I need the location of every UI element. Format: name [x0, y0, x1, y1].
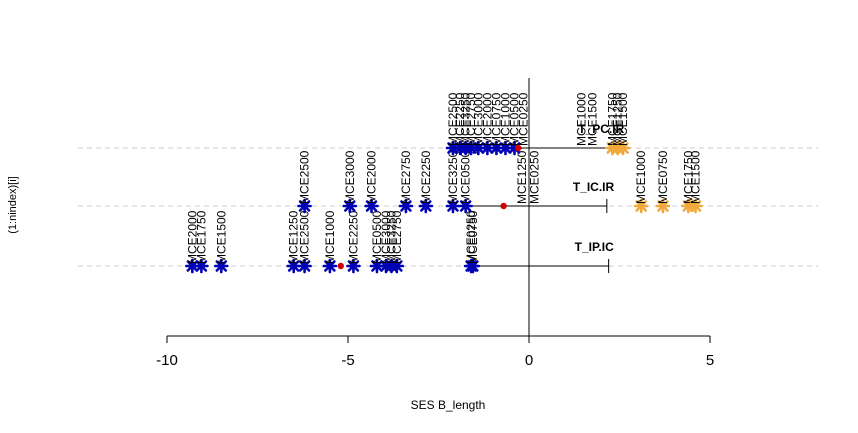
point-label: MCE1500 [214, 210, 228, 264]
point-label: MCE1250 [515, 150, 529, 204]
data-point [465, 258, 481, 274]
point-label: MCE2250 [346, 210, 360, 264]
data-point [489, 140, 504, 156]
series-T_PC.IR: T_PC.IR MCE2500MCE2250MCE3250MCE2750MCE30… [445, 92, 631, 156]
data-point [194, 258, 209, 274]
x-tick-label: -5 [341, 352, 354, 369]
data-point [185, 258, 200, 274]
point-label: MCE3000 [379, 210, 393, 264]
point-label: MCE1000 [634, 150, 648, 204]
point-label: MCE1750 [681, 150, 695, 204]
point-label: MCE0500 [459, 150, 473, 204]
data-point [364, 198, 379, 214]
series-name-label: T_IP.IC [575, 240, 614, 254]
point-label: MCE0750 [466, 210, 480, 264]
point-label: MCE2750 [390, 210, 404, 264]
data-point [458, 198, 473, 214]
data-point [342, 198, 358, 214]
point-label: MCE2500 [298, 150, 312, 204]
x-axis: -10 -5 0 5 [156, 335, 714, 369]
point-label: MCE2000 [185, 210, 199, 264]
mean-point [500, 202, 507, 210]
data-point [688, 198, 703, 214]
point-label: MCE2500 [298, 210, 312, 264]
y-axis-label: (1:nindex)[i] [7, 176, 19, 233]
data-point [398, 198, 414, 214]
data-point [615, 140, 631, 156]
x-tick-label: 5 [706, 352, 714, 369]
point-label: MCE0750 [489, 92, 503, 146]
point-label: MCE1000 [323, 210, 337, 264]
series-name-label: T_IC.IR [573, 180, 615, 194]
point-label: MCE1500 [585, 92, 599, 146]
point-label: MCE3000 [471, 92, 485, 146]
data-point [471, 140, 486, 156]
data-point [655, 198, 671, 214]
point-label: MCE0250 [527, 150, 541, 204]
data-point [346, 258, 361, 274]
data-point [507, 140, 522, 156]
point-label: MCE2250 [453, 92, 467, 146]
point-label: MCE1250 [611, 92, 625, 146]
data-point [297, 258, 312, 274]
point-label: MCE1750 [605, 92, 619, 146]
mean-point [337, 262, 344, 270]
point-label: MCE2500 [446, 92, 460, 146]
series-T_IC.IR: T_IC.IR MCE2500 MCE3000 MCE2000 MCE2750 MCE22… [297, 150, 703, 214]
x-axis-label: SES B_length [411, 398, 486, 412]
point-label: MCE3000 [343, 150, 357, 204]
point-label: MCE2250 [419, 150, 433, 204]
point-label: MCE1500 [689, 150, 703, 204]
point-label: MCE1000 [574, 92, 588, 146]
data-point [498, 140, 513, 156]
point-label: MCE3250 [459, 92, 473, 146]
data-point [297, 198, 312, 214]
point-label: MCE0750 [656, 150, 670, 204]
data-point [286, 258, 301, 274]
point-label: MCE3250 [446, 150, 460, 204]
point-label: MCE0500 [370, 210, 384, 264]
point-label: MCE1250 [287, 210, 301, 264]
x-tick-label: -10 [156, 352, 178, 369]
point-label: MCE2000 [365, 150, 379, 204]
data-point [322, 258, 338, 274]
point-label: MCE1750 [194, 210, 208, 264]
point-label: MCE0250 [517, 92, 531, 146]
point-label: MCE3250 [384, 210, 398, 264]
point-label: MCE2750 [399, 150, 413, 204]
series-name-label: T_PC.IR [578, 122, 624, 136]
mean-point [514, 144, 522, 152]
data-point [389, 258, 405, 274]
x-tick-label: 0 [525, 352, 533, 369]
point-label: MCE1500 [616, 92, 630, 146]
data-point [214, 258, 229, 274]
data-point [418, 198, 434, 214]
data-point [633, 198, 649, 214]
data-point [369, 258, 385, 274]
point-label: MCE2750 [464, 92, 478, 146]
data-point [445, 198, 461, 214]
point-label: MCE0500 [508, 92, 522, 146]
point-label: MCE2000 [480, 92, 494, 146]
data-point [480, 140, 495, 156]
point-label: MCE0250 [464, 210, 478, 264]
point-label: MCE1000 [498, 92, 512, 146]
